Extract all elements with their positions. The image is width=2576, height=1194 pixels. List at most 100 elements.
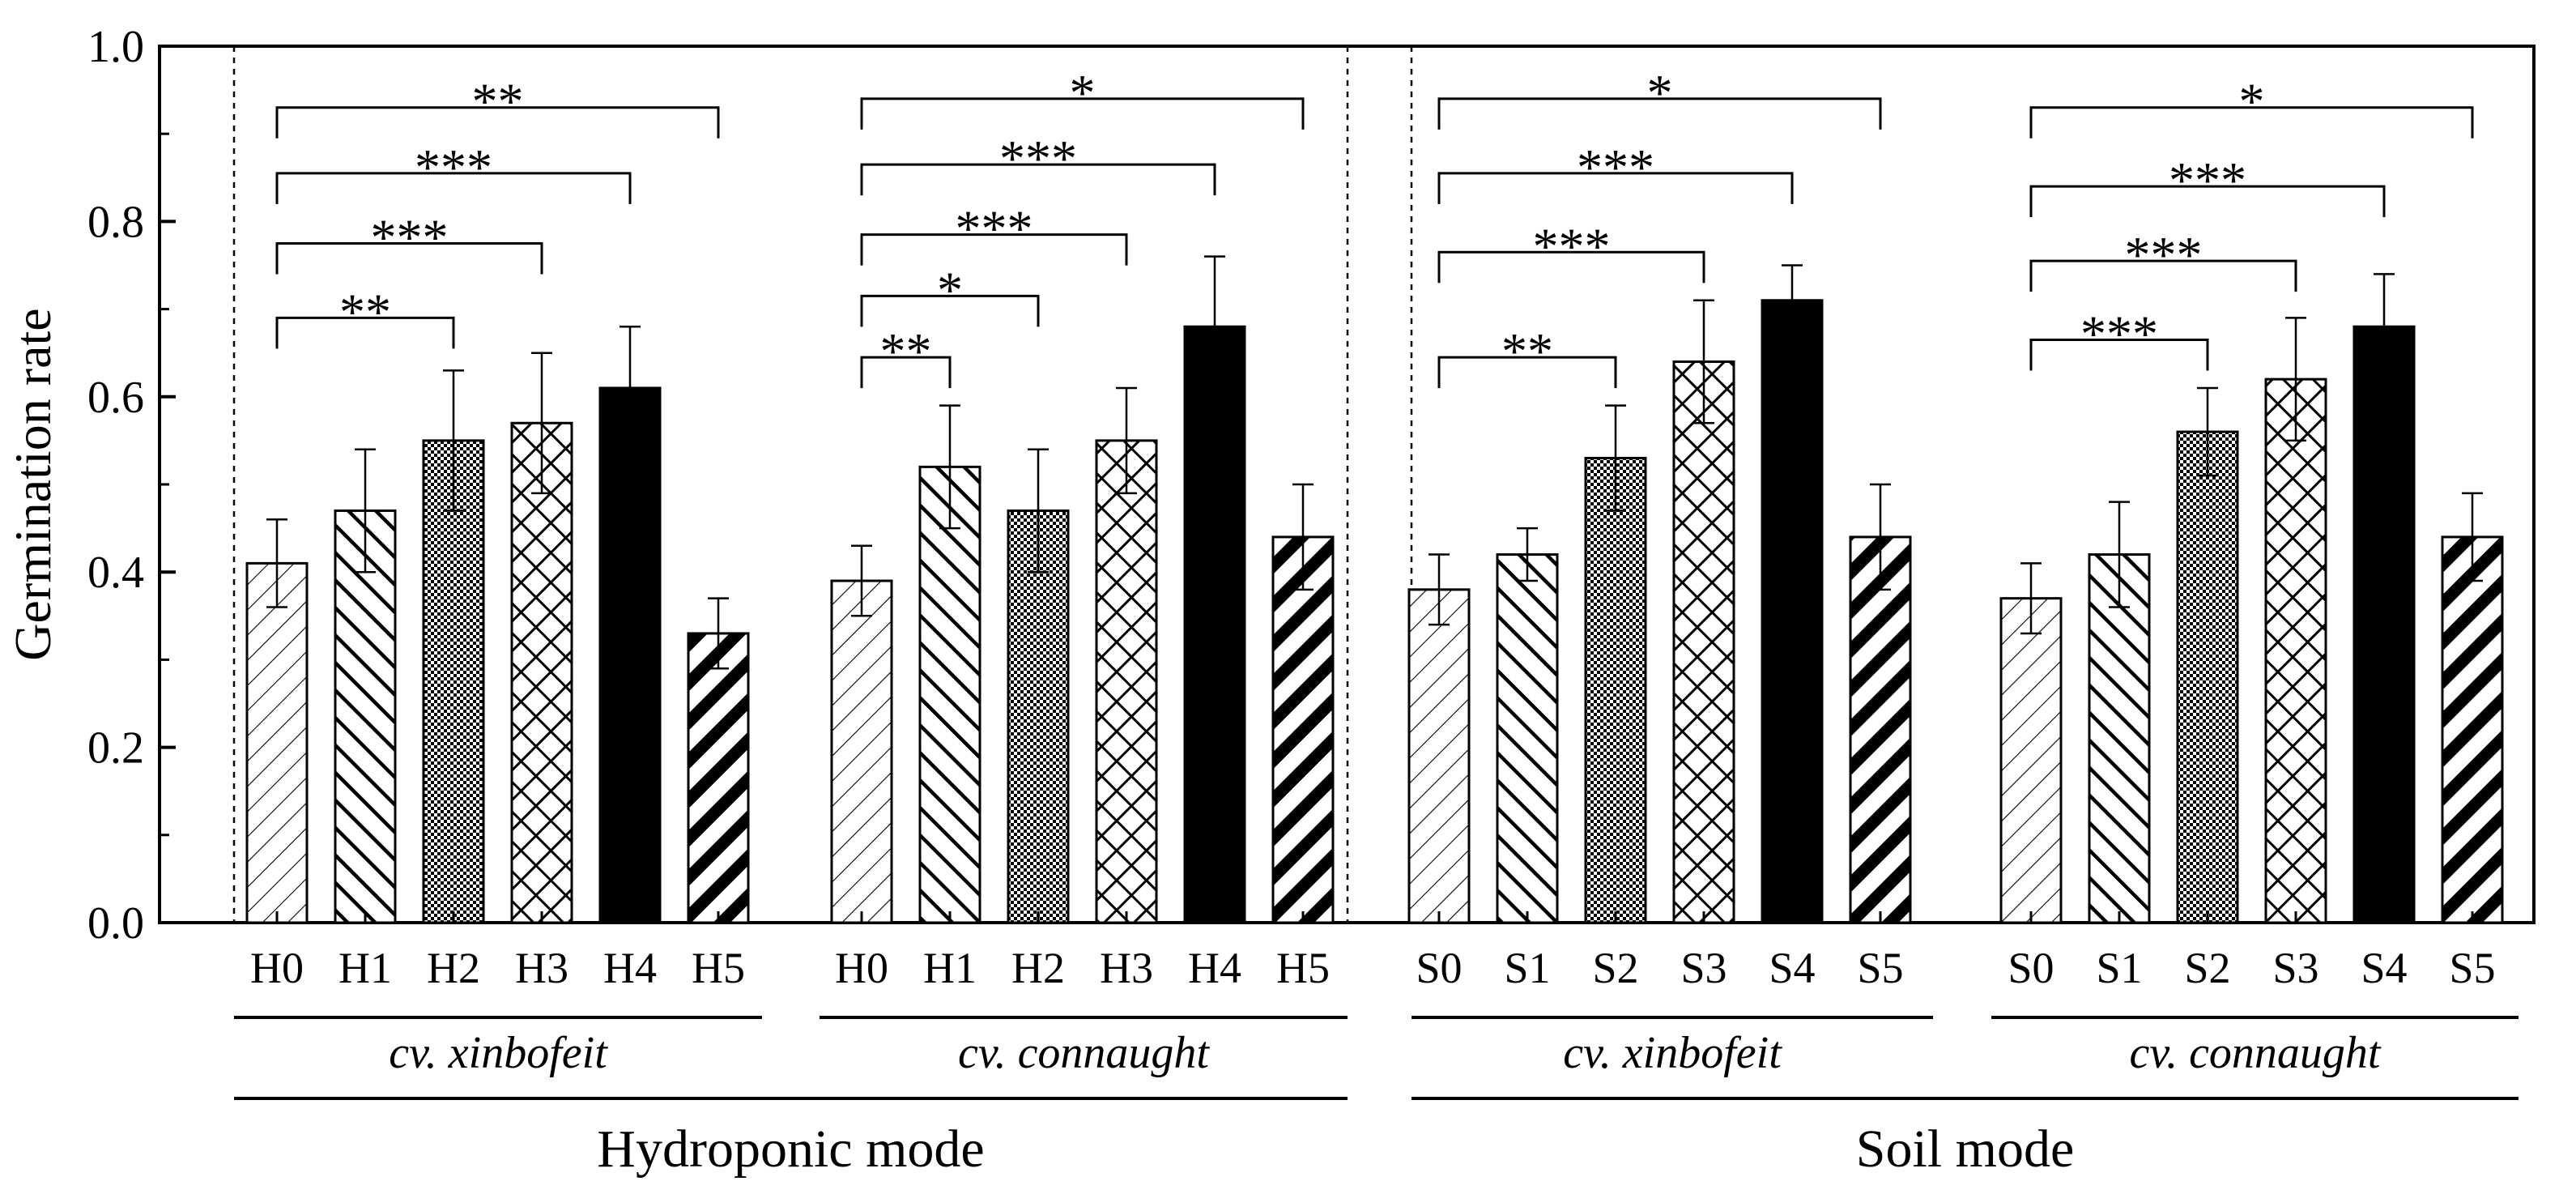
- category-label: H0: [250, 944, 304, 992]
- bar-h2: [1007, 509, 1070, 924]
- bars: [245, 255, 2504, 924]
- bar-s2: [1584, 457, 1647, 924]
- significance-bracket: [275, 241, 543, 275]
- significance-bracket: [2029, 185, 2386, 218]
- category-label: S1: [2096, 944, 2142, 992]
- significance-stars: *: [2239, 73, 2265, 130]
- bar-h1: [334, 509, 397, 924]
- significance-stars: **: [880, 322, 932, 380]
- category-label: S5: [2449, 944, 2495, 992]
- significance-stars: ***: [2169, 151, 2246, 209]
- category-labels: H0 H1 H2 H3 H4 H5 cv. xinbofeit H0 H1 H2 H3 H4 H5 cv.…: [234, 911, 2519, 1179]
- category-label: S3: [2272, 944, 2318, 992]
- significance-stars: **: [339, 283, 391, 340]
- category-label: S0: [2008, 944, 2054, 992]
- bar-h1: [918, 465, 981, 924]
- significance-bracket: [275, 172, 632, 204]
- significance-brackets: ***************************************: [275, 64, 2474, 389]
- category-label: H1: [338, 944, 392, 992]
- significance-bracket: [860, 163, 1216, 196]
- significance-bracket: [860, 233, 1128, 266]
- significance-bracket: [860, 294, 1040, 327]
- bar-s1: [2088, 553, 2151, 924]
- bar-h4: [598, 386, 662, 924]
- bar-h4: [1183, 325, 1246, 924]
- significance-bracket: [1437, 250, 1705, 284]
- significance-bracket: [2029, 259, 2297, 292]
- category-label: S0: [1416, 944, 1462, 992]
- category-label: S3: [1680, 944, 1727, 992]
- y-axis-label: Germination rate: [4, 308, 62, 660]
- cultivar-label: cv. connaught: [2130, 1028, 2382, 1078]
- cultivar-label: cv. xinbofeit: [389, 1028, 608, 1078]
- significance-bracket: [1437, 97, 1882, 130]
- y-tick-label: 0.6: [87, 373, 144, 423]
- category-label: S5: [1857, 944, 1903, 992]
- bar-s5: [2441, 535, 2504, 924]
- significance-bracket: [1437, 172, 1794, 204]
- category-label: H3: [1100, 944, 1153, 992]
- category-label: H2: [1011, 944, 1065, 992]
- bar-h0: [830, 579, 893, 924]
- significance-stars: ***: [956, 200, 1033, 258]
- significance-stars: ***: [2080, 305, 2158, 362]
- significance-stars: ***: [1533, 217, 1611, 275]
- y-axis: 0.0 0.2 0.4 0.6 0.8 1.0: [87, 22, 176, 949]
- significance-bracket: [2029, 106, 2474, 139]
- significance-bracket: [860, 356, 952, 389]
- significance-stars: ***: [999, 130, 1077, 187]
- bar-s1: [1496, 553, 1559, 924]
- significance-stars: *: [937, 261, 963, 318]
- significance-stars: ***: [371, 208, 449, 266]
- significance-stars: ***: [1577, 139, 1654, 196]
- bar-s2: [2176, 430, 2239, 924]
- category-label: H1: [923, 944, 977, 992]
- category-label: S2: [1592, 944, 1638, 992]
- significance-stars: ***: [415, 139, 492, 196]
- y-tick-label: 0.4: [87, 548, 144, 598]
- bar-s4: [1761, 299, 1824, 924]
- bar-h2: [422, 439, 485, 924]
- significance-bracket: [2029, 338, 2209, 371]
- bar-s4: [2352, 325, 2416, 924]
- bar-h0: [245, 561, 309, 924]
- category-label: H5: [1276, 944, 1330, 992]
- bar-h3: [1095, 439, 1158, 924]
- significance-stars: ***: [2125, 226, 2203, 284]
- category-label: H5: [692, 944, 745, 992]
- bar-s0: [1407, 588, 1471, 924]
- category-label: H4: [603, 944, 657, 992]
- significance-bracket: [1437, 356, 1617, 389]
- mode-label: Soil mode: [1856, 1119, 2075, 1179]
- y-tick-label: 0.2: [87, 723, 144, 774]
- significance-stars: *: [1070, 64, 1096, 122]
- category-label: S2: [2184, 944, 2230, 992]
- cultivar-label: cv. xinbofeit: [1563, 1028, 1782, 1078]
- y-tick-label: 0.8: [87, 197, 144, 247]
- category-label: S1: [1504, 944, 1550, 992]
- mode-label: Hydroponic mode: [597, 1119, 984, 1179]
- category-label: H3: [515, 944, 568, 992]
- category-label: H0: [835, 944, 888, 992]
- significance-bracket: [860, 97, 1305, 130]
- significance-bracket: [275, 106, 720, 139]
- significance-stars: **: [472, 73, 524, 130]
- significance-stars: *: [1647, 64, 1673, 122]
- category-label: S4: [1769, 944, 1815, 992]
- significance-bracket: [275, 316, 455, 349]
- bar-h3: [510, 421, 573, 924]
- bar-s0: [1999, 597, 2063, 924]
- bar-s3: [1672, 360, 1735, 924]
- bar-s5: [1849, 535, 1912, 924]
- category-label: H2: [427, 944, 480, 992]
- significance-stars: **: [1501, 322, 1553, 380]
- y-tick-label: 0.0: [87, 898, 144, 949]
- category-label: H4: [1188, 944, 1241, 992]
- category-label: S4: [2361, 944, 2407, 992]
- cultivar-label: cv. connaught: [958, 1028, 1210, 1078]
- bar-h5: [1271, 535, 1335, 924]
- bar-h5: [687, 632, 750, 924]
- bar-s3: [2264, 377, 2327, 924]
